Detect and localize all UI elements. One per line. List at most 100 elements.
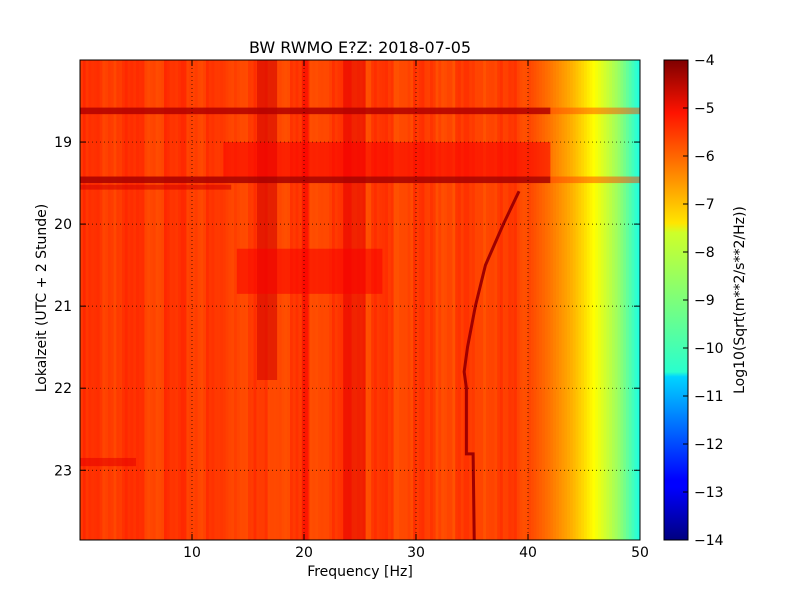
heatmap-cell [444,60,448,540]
heatmap-cell [152,60,157,540]
heatmap-cell [539,60,543,540]
heatmap-cell [530,60,535,540]
heatmap-cell [91,60,95,540]
heatmap-cell [416,60,420,540]
colorbar-tick-label: −11 [694,389,724,405]
heatmap-cell [598,60,602,540]
heatmap-cell [80,60,84,540]
heatmap-cell [488,60,493,540]
x-tick-label: 20 [295,545,313,561]
heatmap-cell [572,60,577,540]
heatmap-cell [96,60,101,540]
horizontal-band [550,176,640,184]
horizontal-band [80,176,551,184]
heatmap-cell [161,60,165,540]
heatmap-cell [446,60,451,540]
heatmap-cell [550,60,554,540]
x-tick-label: 40 [519,545,537,561]
colorbar-tick-label: −9 [694,293,715,309]
colorbar-tick-label: −4 [694,53,715,69]
heatmap-cell [435,60,439,540]
heatmap-cell [368,60,372,540]
heatmap-cell [228,60,232,540]
grid-lines [80,60,640,540]
heatmap-cell [158,60,162,540]
heatmap-cell [390,60,395,540]
vertical-line [301,60,309,540]
heatmap-cell [200,60,204,540]
heatmap-cell [323,60,327,540]
heatmap-cell [189,60,193,540]
vertical-line [256,60,278,380]
y-tick-label: 22 [54,381,72,397]
colorbar-tick-label: −5 [694,101,715,117]
heatmap-cell [432,60,437,540]
heatmap-cell [502,60,507,540]
heatmap-cell [222,60,227,540]
heatmap-cell [192,60,196,540]
heatmap-cell [172,60,176,540]
heatmap-cell [203,60,207,540]
heatmap-cell [147,60,151,540]
colorbar-tick-label: −14 [694,533,724,549]
heatmap-cell [603,60,607,540]
heatmap-cell [494,60,498,540]
heatmap-cell [242,60,246,540]
heatmap-cell [617,60,621,540]
y-tick-label: 21 [54,299,72,315]
heatmap-cell [197,60,201,540]
heatmap-cell [586,60,591,540]
heatmap-cell [606,60,610,540]
heatmap-cell [329,60,333,540]
heatmap-cell [138,60,143,540]
heatmap-cell [595,60,599,540]
heatmap-cell [119,60,123,540]
heatmap-cell [516,60,521,540]
heatmap-cell [472,60,476,540]
block [236,248,383,294]
heatmap-cell [407,60,411,540]
y-axis-label: Lokalzeit (UTC + 2 Stunde) [34,204,50,393]
heatmap-cell [612,60,616,540]
heatmap-cell [278,60,283,540]
heatmap-cell [337,60,341,540]
chart-title: BW RWMO E?Z: 2018-07-05 [249,38,471,57]
heatmap-cell [130,60,134,540]
heatmap-cell [620,60,624,540]
colorbar-label: Log10(Sqrt(m**2/s**2/Hz)) [732,206,748,394]
heatmap-cell [332,60,336,540]
heatmap-cell [312,60,316,540]
heatmap-cell [637,60,640,540]
heatmap-cell [519,60,523,540]
heatmap-cell [124,60,129,540]
heatmap-cell [326,60,330,540]
heatmap-cell [194,60,199,540]
heatmap-cell [402,60,406,540]
heatmap-cell [211,60,215,540]
heatmap-cell [287,60,291,540]
heatmap-cell [441,60,445,540]
heatmap-cell [561,60,565,540]
heatmap-cell [309,60,313,540]
heatmap-cell [245,60,249,540]
colorbar-tick-label: −7 [694,197,715,213]
heatmap-cell [404,60,409,540]
heatmap-cell [581,60,585,540]
heatmap-cell [169,60,173,540]
heatmap-cell [567,60,571,540]
heatmap-cell [463,60,467,540]
heatmap-cell [553,60,557,540]
heatmap-cell [528,60,532,540]
heatmap-cell [82,60,87,540]
heatmap-cell [455,60,459,540]
heatmap-cell [236,60,241,540]
heatmap-cell [320,60,325,540]
heatmap-cell [385,60,389,540]
heatmap-cell [306,60,311,540]
heatmap-cell [536,60,540,540]
heatmap-cell [371,60,375,540]
colorbar-tick-label: −6 [694,149,715,165]
heatmap-cell [491,60,495,540]
heatmap-cell [108,60,112,540]
heatmap-cell [88,60,92,540]
